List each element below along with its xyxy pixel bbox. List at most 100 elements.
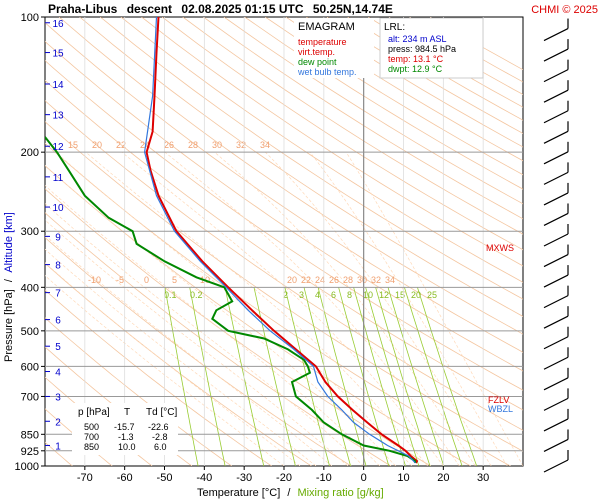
y-tick-label: 1000: [15, 461, 39, 473]
altitude-label: 13: [52, 111, 64, 122]
altitude-label: 6: [55, 316, 61, 327]
mixing-ratio-label: 0.2: [190, 290, 203, 300]
legend-wet-bulb: wet bulb temp.: [297, 67, 357, 77]
table-cell: -22.6: [148, 422, 169, 432]
dry-adiabat: [141, 17, 523, 267]
altitude-label: 1: [55, 441, 61, 452]
y-tick-label: 700: [21, 391, 39, 403]
table-cell: 10.0: [118, 442, 136, 452]
mixing-ratio-label: 15: [395, 290, 405, 300]
moist-adiabat: [45, 203, 364, 466]
table-cell: 6.0: [154, 442, 167, 452]
lrl-pressure: press: 984.5 hPa: [388, 44, 456, 54]
wind-barb-icon: [543, 356, 569, 370]
wind-barb-icon: [543, 295, 569, 309]
dry-adiabat: [58, 17, 523, 335]
dry-adiabat-label: 22: [116, 140, 126, 150]
mxws-marker: MXWS: [486, 243, 514, 253]
wind-barb-icon: [543, 418, 569, 432]
fzlv-marker: FZLV: [488, 395, 509, 405]
legend-virtual-temp: virt.temp.: [298, 47, 335, 57]
altitude-label: 14: [52, 80, 64, 91]
wind-barb-icon: [543, 377, 569, 391]
series-dew-point: [45, 136, 417, 463]
x-tick-label: -50: [157, 472, 173, 484]
y-tick-label: 400: [21, 282, 39, 294]
dry-adiabat-label: 30: [212, 140, 222, 150]
mixing-ratio-label: 12: [379, 290, 389, 300]
y-axis-title: Pressure [hPa] / Altitude [km]: [3, 212, 15, 362]
mixing-ratio-label: 0.1: [164, 290, 177, 300]
altitude-label: 7: [55, 289, 61, 300]
dry-adiabat-label: -5: [116, 275, 124, 285]
wind-barb-icon: [543, 192, 569, 206]
wind-barbs: [543, 18, 569, 473]
dry-adiabat-label: 32: [236, 140, 246, 150]
moist-adiabat-label: 30: [357, 275, 367, 285]
y-tick-label: 300: [21, 226, 39, 238]
mixing-ratio-label: 10: [363, 290, 373, 300]
series-wet-bulb-temp-: [143, 17, 416, 464]
altitude-label: 5: [55, 342, 61, 353]
altitude-label: 16: [52, 19, 64, 30]
table-header-td: Td [°C]: [146, 407, 177, 418]
y-tick-label: 600: [21, 361, 39, 373]
table-cell: -2.8: [152, 432, 168, 442]
x-tick-label: 10: [397, 472, 409, 484]
table-header-p: p [hPa]: [78, 407, 110, 418]
wind-barb-icon: [543, 130, 569, 144]
dry-adiabat: [45, 22, 523, 353]
x-tick-label: -10: [316, 472, 332, 484]
altitude-label: 12: [52, 142, 64, 153]
dry-adiabat: [120, 17, 523, 283]
svg-text:Praha-Libus descent 02: Praha-Libus descent 02.08.2025 01:15 UTC…: [48, 2, 393, 16]
lrl-temperature: temp: 13.1 °C: [388, 54, 444, 64]
legend-title: EMAGRAM: [298, 21, 355, 33]
legend-temperature: temperature: [298, 37, 347, 47]
table-cell: 700: [84, 432, 99, 442]
mixing-ratio-label: 3: [299, 290, 304, 300]
mixing-ratio-label: 4: [315, 290, 320, 300]
moist-adiabat-label: 24: [315, 275, 325, 285]
moist-adiabat: [45, 219, 348, 466]
y-tick-label: 200: [21, 147, 39, 159]
dry-adiabat-label: 34: [260, 140, 270, 150]
wind-barb-icon: [543, 459, 569, 473]
table-cell: 850: [84, 442, 99, 452]
y-tick-label: 925: [21, 446, 39, 458]
mixing-ratio-label: 6: [331, 290, 336, 300]
moist-adiabat: [214, 151, 476, 466]
altitude-label: 2: [55, 417, 61, 428]
wind-barb-icon: [543, 28, 569, 42]
altitude-label: 9: [55, 232, 61, 243]
dry-adiabat: [45, 40, 523, 372]
y-tick-label: 500: [21, 326, 39, 338]
y-tick-label: 850: [21, 429, 39, 441]
dry-adiabat: [45, 79, 523, 411]
altitude-label: 15: [52, 49, 64, 60]
y-tick-label: 100: [21, 12, 39, 24]
x-tick-label: 30: [477, 472, 489, 484]
wind-barb-icon: [543, 274, 569, 288]
dry-adiabat: [203, 17, 523, 220]
altitude-label: 8: [55, 261, 61, 272]
x-tick-label: 0: [361, 472, 367, 484]
sounding-profiles: [45, 17, 419, 464]
dry-adiabat: [100, 17, 523, 300]
level-table: p [hPa] T Td [°C] 500 -15.7 -22.6 700 -1…: [72, 403, 178, 455]
wind-barb-icon: [543, 110, 569, 124]
dry-adiabat: [182, 17, 523, 235]
moist-adiabat-label: 34: [385, 275, 395, 285]
lrl-box: LRL: alt: 234 m ASL press: 984.5 hPa tem…: [379, 17, 484, 79]
mixing-ratio-label: 20: [411, 290, 421, 300]
mixing-ratio-label: 8: [347, 290, 352, 300]
dry-adiabat: [161, 17, 523, 251]
wind-barb-icon: [543, 233, 569, 247]
series-temperature: [145, 17, 419, 464]
moist-adiabat-label: 20: [287, 275, 297, 285]
wind-barb-icon: [543, 151, 569, 165]
moist-adiabat: [45, 275, 285, 466]
table-cell: -15.7: [114, 422, 135, 432]
moist-adiabat: [345, 152, 523, 466]
